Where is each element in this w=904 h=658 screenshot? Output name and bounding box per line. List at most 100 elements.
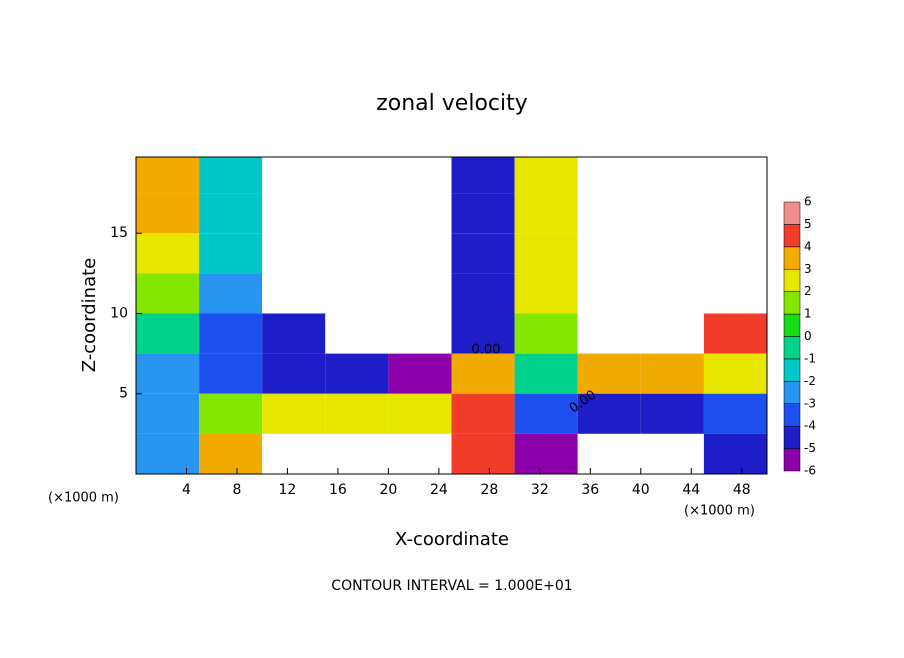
x-tick-label: 44 bbox=[682, 482, 700, 498]
colorbar-label: -3 bbox=[804, 396, 816, 410]
cell bbox=[514, 393, 578, 434]
y-axis-label: Z-coordinate bbox=[79, 258, 100, 373]
colorbar-box bbox=[783, 403, 801, 427]
colorbar-label: -5 bbox=[804, 441, 816, 455]
colorbar-box bbox=[783, 224, 801, 248]
x-tick-label: 16 bbox=[329, 482, 347, 498]
cell bbox=[577, 433, 641, 474]
x-tick-label: 20 bbox=[379, 482, 397, 498]
cell bbox=[388, 353, 452, 394]
cell bbox=[514, 193, 578, 234]
cell bbox=[262, 353, 326, 394]
cell bbox=[136, 193, 200, 234]
colorbar-box bbox=[783, 336, 801, 360]
cell bbox=[640, 313, 704, 354]
cell bbox=[703, 157, 767, 194]
x-tick-label: 4 bbox=[182, 482, 191, 498]
x-tick-label: 32 bbox=[531, 482, 549, 498]
cell bbox=[388, 233, 452, 274]
x-tick-label: 48 bbox=[733, 482, 751, 498]
colorbar-label: -6 bbox=[804, 464, 816, 478]
contour-label: 0.00 bbox=[472, 343, 501, 358]
cell bbox=[451, 193, 515, 234]
x-tick-label: 12 bbox=[279, 482, 297, 498]
colorbar-box bbox=[783, 448, 801, 472]
plot-frame bbox=[135, 156, 768, 475]
cell bbox=[199, 157, 263, 194]
cell bbox=[577, 273, 641, 314]
cell bbox=[325, 353, 389, 394]
cell bbox=[640, 157, 704, 194]
cell bbox=[640, 433, 704, 474]
colorbar-label: 0 bbox=[804, 329, 812, 343]
cell bbox=[325, 393, 389, 434]
cell bbox=[388, 157, 452, 194]
cell bbox=[640, 353, 704, 394]
x-unit: (×1000 m) bbox=[48, 491, 119, 506]
cell bbox=[451, 233, 515, 274]
cell bbox=[451, 393, 515, 434]
cell bbox=[136, 393, 200, 434]
cell bbox=[703, 273, 767, 314]
y-tick-label: 5 bbox=[119, 386, 128, 402]
field bbox=[136, 157, 767, 474]
x-unit: (×1000 m) bbox=[684, 504, 755, 519]
cell bbox=[703, 313, 767, 354]
cell bbox=[136, 433, 200, 474]
cell bbox=[136, 157, 200, 194]
colorbar-label: 6 bbox=[804, 195, 812, 209]
cell bbox=[199, 233, 263, 274]
cell bbox=[262, 157, 326, 194]
footer: CONTOUR INTERVAL = 1.000E+01 bbox=[331, 578, 572, 594]
cell bbox=[451, 273, 515, 314]
colorbar-box bbox=[783, 291, 801, 315]
cell bbox=[514, 233, 578, 274]
cell bbox=[199, 433, 263, 474]
x-tick-label: 40 bbox=[632, 482, 650, 498]
cell bbox=[640, 193, 704, 234]
cell bbox=[514, 433, 578, 474]
colorbar-label: 5 bbox=[804, 217, 812, 231]
colorbar-box bbox=[783, 381, 801, 405]
cell bbox=[703, 233, 767, 274]
x-tick-label: 8 bbox=[232, 482, 241, 498]
cell bbox=[325, 233, 389, 274]
colorbar-label: 2 bbox=[804, 284, 812, 298]
cell bbox=[451, 313, 515, 354]
x-axis-label: X-coordinate bbox=[395, 529, 509, 550]
x-tick-label: 28 bbox=[480, 482, 498, 498]
cell bbox=[577, 193, 641, 234]
cell bbox=[577, 233, 641, 274]
cell bbox=[451, 353, 515, 394]
cell bbox=[703, 433, 767, 474]
cell bbox=[262, 433, 326, 474]
cell bbox=[640, 233, 704, 274]
cell bbox=[388, 193, 452, 234]
colorbar-box bbox=[783, 313, 801, 337]
cell bbox=[640, 393, 704, 434]
cell bbox=[514, 273, 578, 314]
cell bbox=[199, 273, 263, 314]
colorbar-label: 3 bbox=[804, 262, 812, 276]
cell bbox=[136, 313, 200, 354]
colorbar-label: -4 bbox=[804, 419, 816, 433]
x-tick-label: 36 bbox=[581, 482, 599, 498]
y-tick-label: 15 bbox=[110, 225, 128, 241]
cell bbox=[514, 313, 578, 354]
cell bbox=[262, 313, 326, 354]
cell bbox=[388, 433, 452, 474]
cell bbox=[577, 353, 641, 394]
colorbar-label: -2 bbox=[804, 374, 816, 388]
cell bbox=[703, 393, 767, 434]
cell bbox=[703, 193, 767, 234]
cell bbox=[199, 393, 263, 434]
cell bbox=[262, 393, 326, 434]
cell bbox=[325, 433, 389, 474]
colorbar-box bbox=[783, 358, 801, 382]
cell bbox=[514, 353, 578, 394]
cell bbox=[451, 433, 515, 474]
cell bbox=[199, 193, 263, 234]
colorbar-box bbox=[783, 201, 801, 225]
cell bbox=[262, 233, 326, 274]
